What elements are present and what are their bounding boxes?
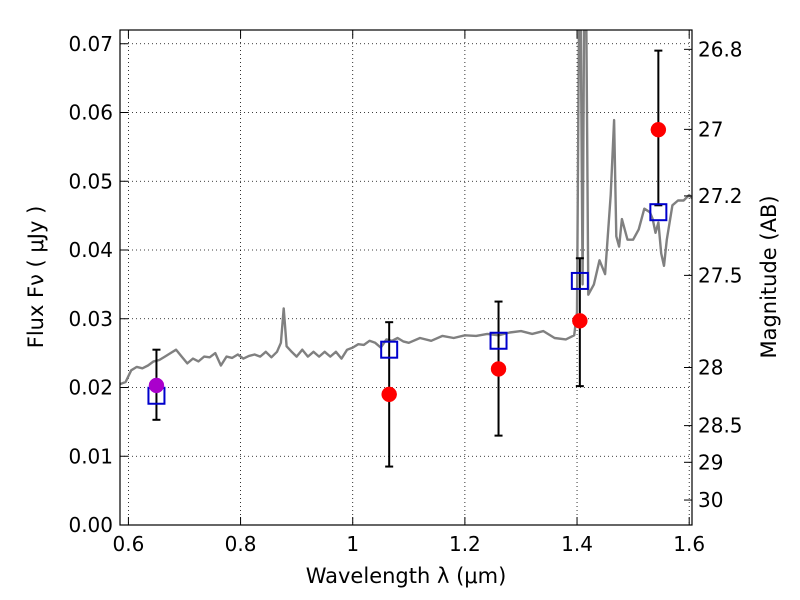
model-box (649, 203, 668, 222)
observed-points (148, 121, 667, 403)
model-box (380, 340, 399, 359)
observed-point (490, 361, 507, 377)
model-box (570, 271, 589, 290)
x-axis-label: Wavelength λ (μm) (306, 564, 507, 588)
x-tick-label: 0.8 (225, 532, 257, 556)
y2-tick-label: 29 (698, 450, 723, 474)
grid (120, 30, 692, 525)
ticks: 0.6 0.8 1 1.2 1.4 1.6 0.00 0.01 0.02 0.03 0.04 0.05… (68, 30, 743, 556)
model-box (489, 331, 508, 350)
plot-frame (119, 29, 693, 526)
y2-axis-label: Magnitude (AB) (757, 195, 781, 358)
y-tick-label: 0.00 (68, 513, 113, 537)
x-tick-label: 1 (346, 532, 359, 556)
y2-tick-label: 26.8 (698, 37, 743, 61)
y-axis-label: Flux Fν ( μJy ) (24, 206, 48, 349)
y-tick-label: 0.06 (68, 101, 113, 125)
observed-point (572, 313, 588, 329)
y2-tick-label: 27 (698, 117, 723, 141)
observed-point (650, 121, 667, 138)
y-tick-label: 0.03 (68, 307, 113, 331)
y2-tick-label: 27.2 (698, 184, 743, 208)
observed-point (381, 386, 397, 403)
y-tick-label: 0.07 (68, 32, 113, 56)
y2-tick-label: 28.5 (698, 414, 743, 438)
x-tick-label: 0.6 (113, 532, 145, 556)
plot-background (120, 30, 692, 525)
y2-tick-label: 30 (698, 488, 723, 512)
y-tick-label: 0.02 (68, 376, 113, 400)
observed-point (148, 377, 165, 394)
model-boxes (147, 203, 668, 405)
y-tick-label: 0.01 (68, 444, 113, 468)
y2-tick-label: 27.5 (698, 263, 743, 287)
y2-tick-label: 28 (698, 355, 723, 379)
x-tick-label: 1.2 (449, 532, 481, 556)
y-tick-label: 0.04 (68, 238, 113, 262)
y-tick-label: 0.05 (68, 169, 113, 193)
x-tick-label: 1.6 (673, 532, 705, 556)
x-tick-label: 1.4 (561, 532, 593, 556)
